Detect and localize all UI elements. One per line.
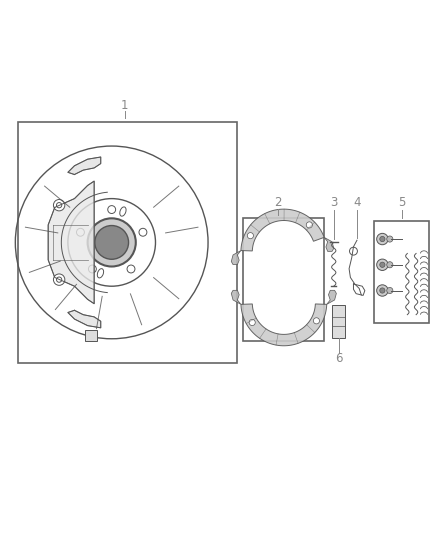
Polygon shape bbox=[68, 310, 101, 328]
Circle shape bbox=[380, 288, 385, 293]
Circle shape bbox=[377, 285, 388, 296]
Polygon shape bbox=[48, 181, 94, 304]
Circle shape bbox=[53, 274, 65, 285]
Circle shape bbox=[350, 247, 357, 255]
Circle shape bbox=[387, 236, 393, 242]
Polygon shape bbox=[241, 209, 324, 251]
Bar bbox=[332, 304, 345, 338]
Text: 2: 2 bbox=[274, 197, 282, 209]
Text: 4: 4 bbox=[353, 197, 361, 209]
Circle shape bbox=[313, 318, 319, 324]
Polygon shape bbox=[68, 157, 101, 174]
Polygon shape bbox=[231, 290, 241, 304]
Circle shape bbox=[377, 233, 388, 245]
Circle shape bbox=[377, 259, 388, 270]
Circle shape bbox=[380, 237, 385, 241]
Circle shape bbox=[306, 222, 312, 228]
Circle shape bbox=[387, 287, 393, 294]
Circle shape bbox=[387, 262, 393, 268]
Text: 3: 3 bbox=[330, 197, 337, 209]
Bar bbox=[85, 330, 97, 341]
Circle shape bbox=[88, 219, 136, 266]
Circle shape bbox=[380, 262, 385, 268]
Bar bbox=[374, 221, 429, 324]
Polygon shape bbox=[231, 251, 241, 264]
Polygon shape bbox=[324, 237, 334, 252]
Circle shape bbox=[53, 199, 65, 211]
Circle shape bbox=[247, 232, 254, 239]
Circle shape bbox=[95, 225, 129, 259]
Text: 6: 6 bbox=[335, 352, 343, 365]
Bar bbox=[243, 219, 324, 341]
Polygon shape bbox=[327, 290, 336, 304]
Text: 5: 5 bbox=[398, 197, 405, 209]
Circle shape bbox=[249, 319, 255, 326]
Bar bbox=[18, 122, 237, 363]
Text: 1: 1 bbox=[121, 99, 129, 112]
Polygon shape bbox=[241, 304, 327, 346]
